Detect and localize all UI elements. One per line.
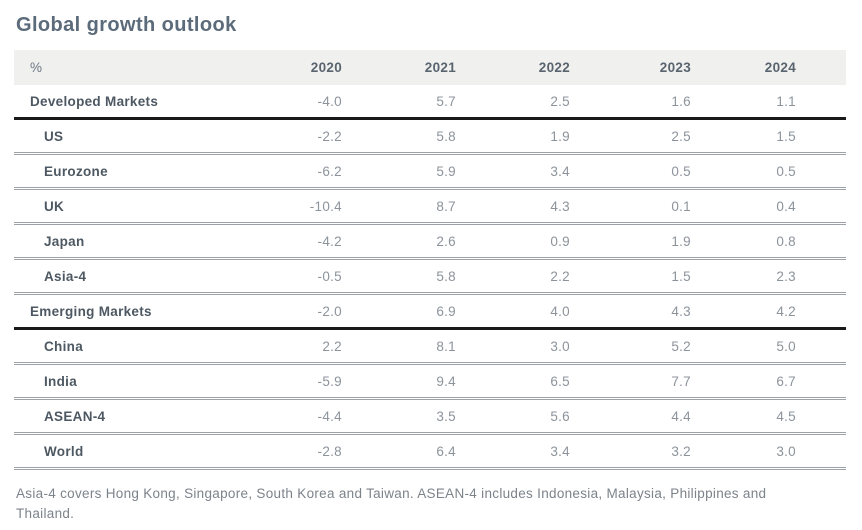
table-body: Developed Markets -4.0 5.7 2.5 1.6 1.1 U…: [14, 85, 846, 470]
cell-value: 8.1: [342, 328, 456, 365]
cell-value: 1.9: [456, 118, 570, 155]
table-row-japan: Japan -4.2 2.6 0.9 1.9 0.8: [14, 223, 846, 260]
row-label: Asia-4: [14, 258, 230, 295]
cell-value: -2.0: [230, 293, 342, 330]
row-label: Emerging Markets: [14, 293, 230, 330]
year-header-2022: 2022: [456, 50, 570, 85]
header-row: % 2020 2021 2022 2023 2024: [14, 50, 846, 85]
unit-header: %: [14, 50, 230, 85]
row-label: US: [14, 118, 230, 155]
cell-value: 1.6: [570, 85, 691, 120]
cell-value: 2.5: [456, 85, 570, 120]
cell-value: -4.2: [230, 223, 342, 260]
cell-value: 3.4: [456, 433, 570, 470]
row-label: ASEAN-4: [14, 398, 230, 435]
page-title: Global growth outlook: [16, 14, 237, 36]
cell-value: 2.2: [230, 328, 342, 365]
table-row-developed-markets: Developed Markets -4.0 5.7 2.5 1.6 1.1: [14, 85, 846, 120]
cell-value: 0.8: [691, 223, 846, 260]
cell-value: -6.2: [230, 153, 342, 190]
cell-value: 3.2: [570, 433, 691, 470]
cell-value: -4.0: [230, 85, 342, 120]
cell-value: 5.7: [342, 85, 456, 120]
cell-value: -4.4: [230, 398, 342, 435]
table-row-uk: UK -10.4 8.7 4.3 0.1 0.4: [14, 188, 846, 225]
table-footnote: Asia-4 covers Hong Kong, Singapore, Sout…: [16, 486, 767, 522]
year-header-2024: 2024: [691, 50, 846, 85]
cell-value: -10.4: [230, 188, 342, 225]
table-row-world: World -2.8 6.4 3.4 3.2 3.0: [14, 433, 846, 470]
cell-value: 5.8: [342, 118, 456, 155]
cell-value: 0.4: [691, 188, 846, 225]
cell-value: 4.2: [691, 293, 846, 330]
cell-value: 2.3: [691, 258, 846, 295]
cell-value: 1.9: [570, 223, 691, 260]
year-header-2021: 2021: [342, 50, 456, 85]
row-label: World: [14, 433, 230, 470]
row-label: UK: [14, 188, 230, 225]
table-row-india: India -5.9 9.4 6.5 7.7 6.7: [14, 363, 846, 400]
table-row-asia-4: Asia-4 -0.5 5.8 2.2 1.5 2.3: [14, 258, 846, 295]
cell-value: 0.1: [570, 188, 691, 225]
table-row-us: US -2.2 5.8 1.9 2.5 1.5: [14, 118, 846, 155]
row-label: India: [14, 363, 230, 400]
cell-value: 4.3: [456, 188, 570, 225]
cell-value: -5.9: [230, 363, 342, 400]
cell-value: 0.5: [691, 153, 846, 190]
cell-value: 4.0: [456, 293, 570, 330]
table-row-asean-4: ASEAN-4 -4.4 3.5 5.6 4.4 4.5: [14, 398, 846, 435]
row-label: Eurozone: [14, 153, 230, 190]
row-label: Developed Markets: [14, 85, 230, 120]
row-label: Japan: [14, 223, 230, 260]
cell-value: 6.7: [691, 363, 846, 400]
cell-value: 5.0: [691, 328, 846, 365]
cell-value: -2.8: [230, 433, 342, 470]
year-header-2023: 2023: [570, 50, 691, 85]
cell-value: 2.6: [342, 223, 456, 260]
year-header-2020: 2020: [230, 50, 342, 85]
table-row-eurozone: Eurozone -6.2 5.9 3.4 0.5 0.5: [14, 153, 846, 190]
table-row-china: China 2.2 8.1 3.0 5.2 5.0: [14, 328, 846, 365]
cell-value: 0.5: [570, 153, 691, 190]
cell-value: 9.4: [342, 363, 456, 400]
cell-value: 1.5: [691, 118, 846, 155]
cell-value: 5.8: [342, 258, 456, 295]
cell-value: 6.4: [342, 433, 456, 470]
cell-value: 0.9: [456, 223, 570, 260]
cell-value: 4.3: [570, 293, 691, 330]
cell-value: 8.7: [342, 188, 456, 225]
cell-value: 3.4: [456, 153, 570, 190]
cell-value: -0.5: [230, 258, 342, 295]
cell-value: 6.5: [456, 363, 570, 400]
cell-value: 2.5: [570, 118, 691, 155]
growth-outlook-table: % 2020 2021 2022 2023 2024 Developed Mar…: [14, 50, 846, 470]
cell-value: 6.9: [342, 293, 456, 330]
cell-value: 3.0: [456, 328, 570, 365]
row-label: China: [14, 328, 230, 365]
cell-value: 5.2: [570, 328, 691, 365]
cell-value: 5.6: [456, 398, 570, 435]
cell-value: 2.2: [456, 258, 570, 295]
cell-value: -2.2: [230, 118, 342, 155]
cell-value: 3.0: [691, 433, 846, 470]
table-row-emerging-markets: Emerging Markets -2.0 6.9 4.0 4.3 4.2: [14, 293, 846, 330]
cell-value: 4.5: [691, 398, 846, 435]
cell-value: 3.5: [342, 398, 456, 435]
cell-value: 4.4: [570, 398, 691, 435]
cell-value: 5.9: [342, 153, 456, 190]
cell-value: 1.1: [691, 85, 846, 120]
cell-value: 7.7: [570, 363, 691, 400]
table-header: % 2020 2021 2022 2023 2024: [14, 50, 846, 85]
cell-value: 1.5: [570, 258, 691, 295]
